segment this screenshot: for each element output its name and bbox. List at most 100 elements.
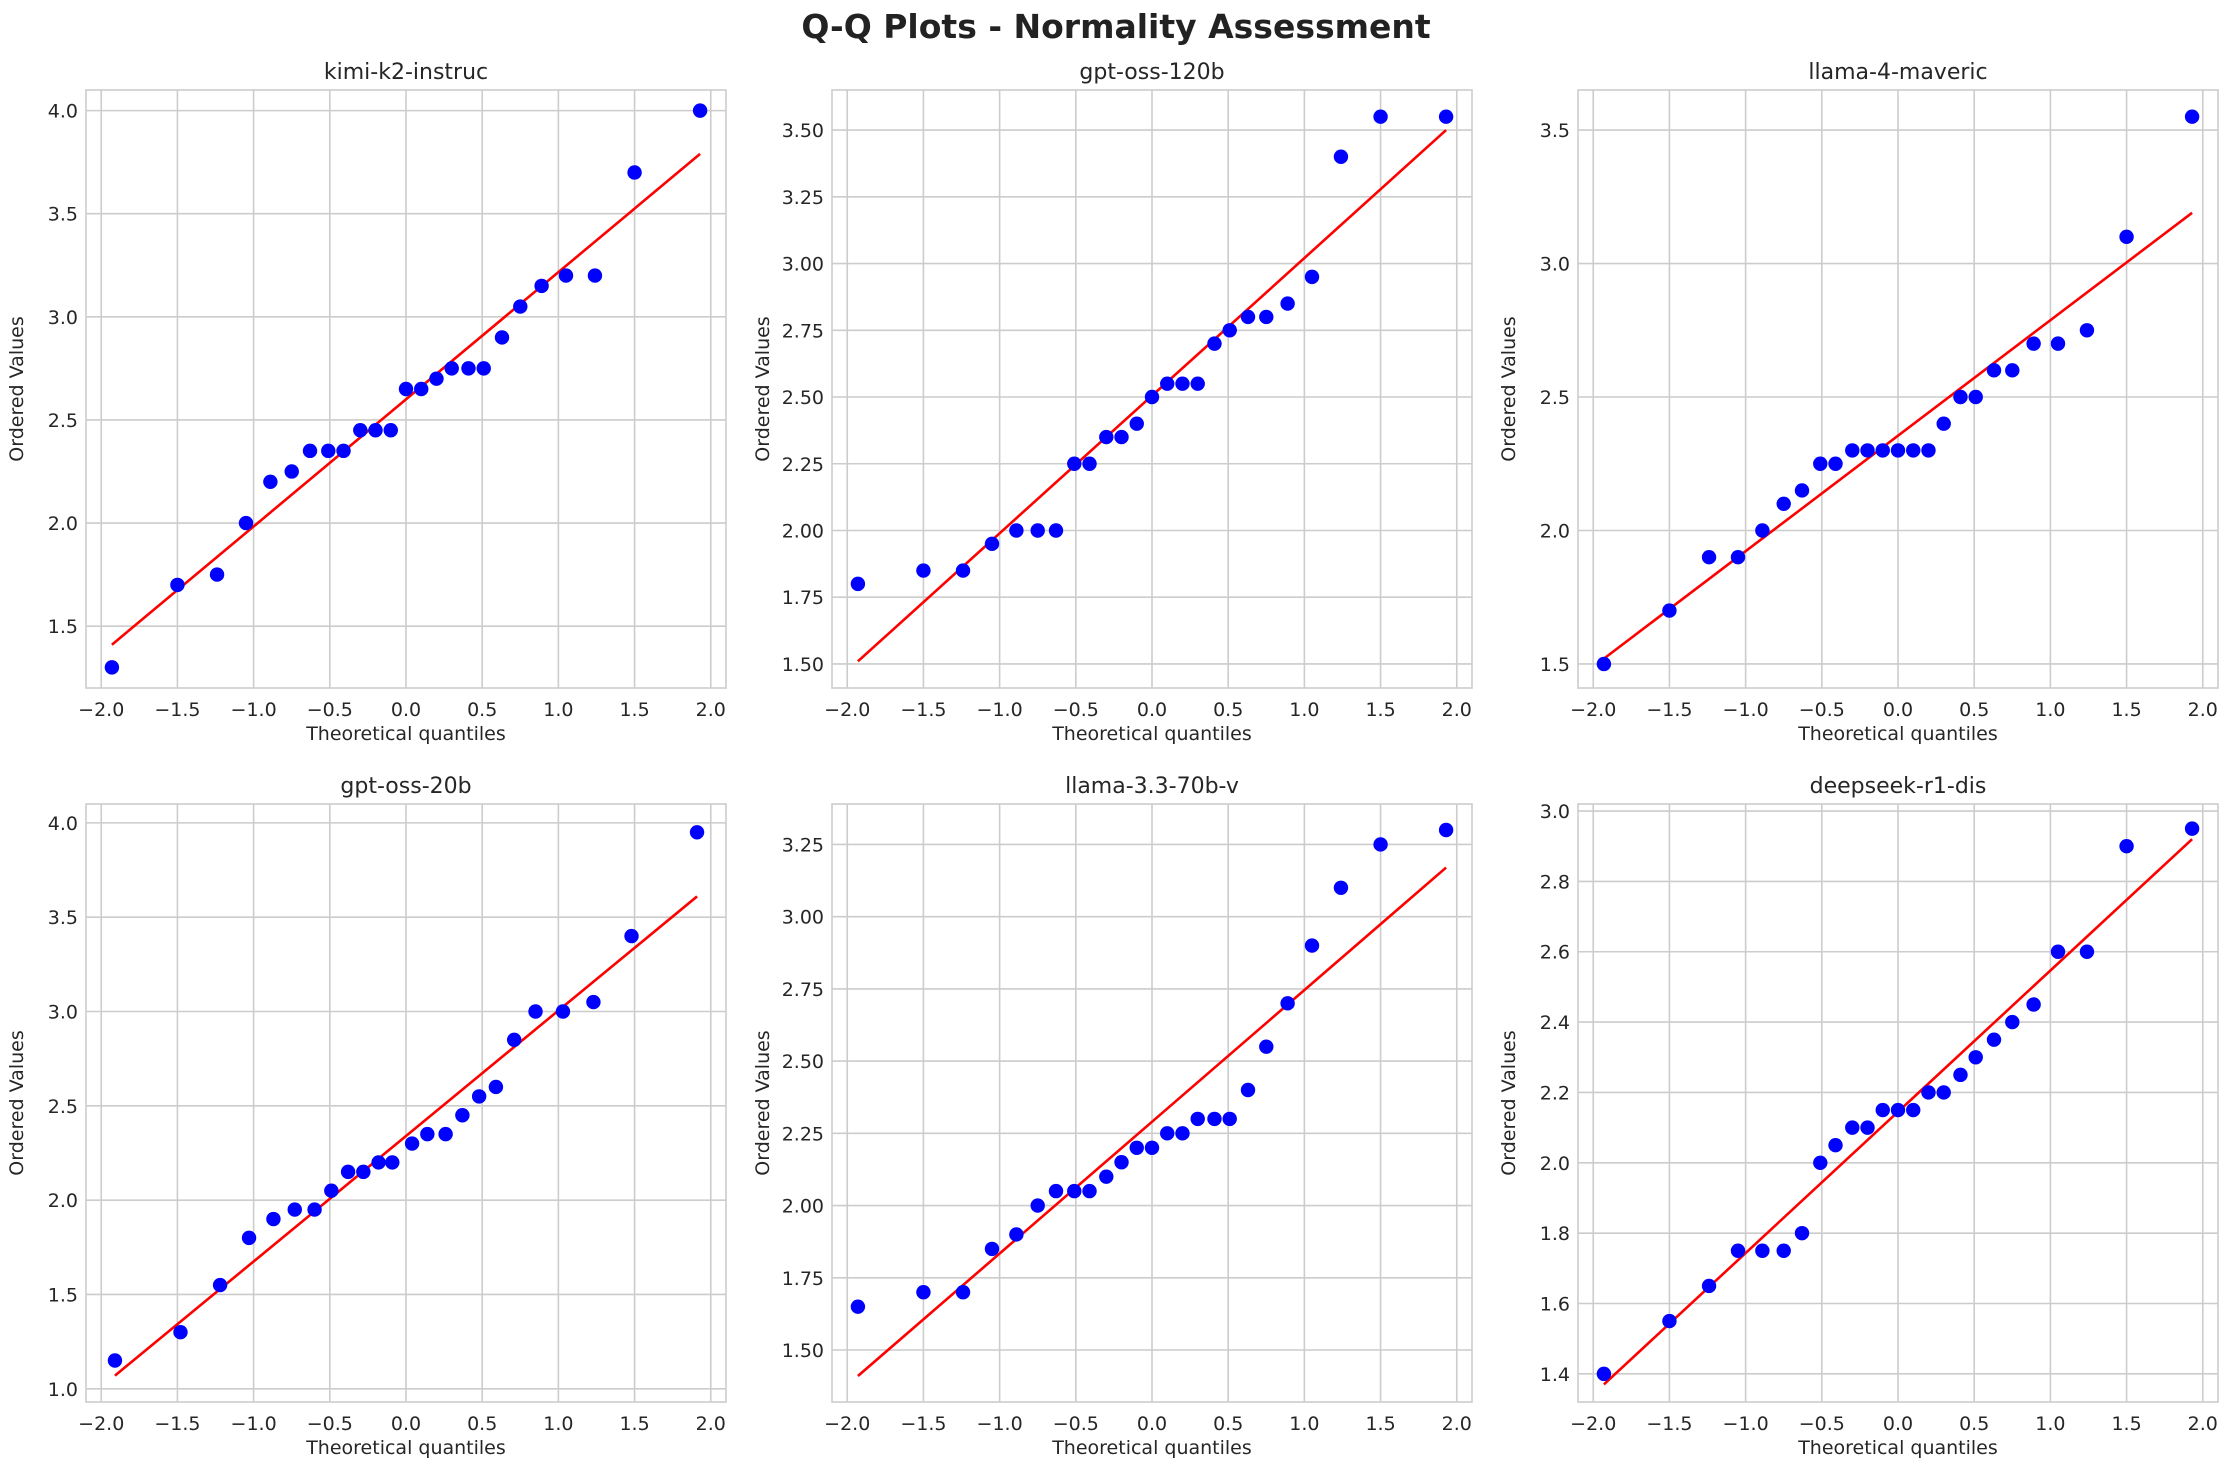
- y-tick-label: 2.00: [782, 1196, 824, 1218]
- data-point: [1222, 323, 1237, 338]
- x-tick-label: −1.5: [154, 1413, 200, 1435]
- y-tick-label: 1.5: [48, 616, 78, 638]
- data-point: [1175, 1126, 1190, 1141]
- data-point: [1794, 483, 1810, 498]
- data-point: [1114, 1155, 1129, 1170]
- data-point: [586, 994, 601, 1010]
- data-point: [404, 1136, 420, 1151]
- data-point: [2026, 997, 2041, 1012]
- data-point: [2005, 363, 2020, 378]
- data-point: [1240, 1082, 1256, 1098]
- y-tick-label: 2.75: [782, 320, 824, 342]
- data-point: [1986, 363, 2002, 378]
- x-tick-label: −0.5: [307, 699, 353, 721]
- data-point: [266, 1211, 281, 1227]
- x-tick-label: −2.0: [824, 699, 870, 721]
- data-point: [1890, 1102, 1906, 1118]
- data-point: [1875, 1102, 1890, 1118]
- data-point: [587, 268, 603, 283]
- data-point: [368, 423, 383, 438]
- x-tick-label: 1.5: [619, 1413, 649, 1435]
- data-point: [1875, 443, 1890, 458]
- fit-line: [1603, 211, 2193, 660]
- axes-frame: [85, 803, 727, 1403]
- data-point: [353, 423, 368, 438]
- y-tick-label: 3.0: [48, 1002, 78, 1024]
- y-tick-label: 1.5: [1540, 654, 1570, 676]
- data-point: [170, 577, 185, 593]
- data-point: [506, 1032, 522, 1048]
- data-point: [340, 1164, 356, 1180]
- subplot-title: kimi-k2-instruc: [324, 60, 488, 85]
- x-tick-label: −2.0: [78, 1413, 124, 1435]
- x-tick-label: 0.0: [1883, 699, 1913, 721]
- data-point: [1048, 1183, 1064, 1199]
- y-tick-label: 3.00: [782, 254, 824, 276]
- y-tick-label: 2.25: [782, 1123, 824, 1145]
- y-tick-label: 4.0: [48, 101, 78, 123]
- data-point: [624, 928, 639, 944]
- x-tick-label: 0.5: [467, 699, 497, 721]
- data-point: [494, 330, 510, 345]
- data-point: [1906, 443, 1921, 458]
- data-point: [1968, 1050, 1983, 1065]
- data-point: [1333, 880, 1349, 895]
- x-tick-label: −1.5: [1646, 1413, 1692, 1435]
- data-point: [173, 1325, 188, 1340]
- x-axis-label: Theoretical quantiles: [305, 1437, 506, 1459]
- y-tick-label: 3.5: [1540, 120, 1570, 142]
- data-point: [1190, 376, 1205, 391]
- data-point: [324, 1183, 339, 1198]
- axes-frame: [1577, 89, 2219, 689]
- y-axis-label: Ordered Values: [6, 1030, 28, 1175]
- y-tick-label: 2.0: [1540, 1153, 1570, 1175]
- data-point: [1030, 1198, 1045, 1213]
- data-point: [1794, 1225, 1810, 1241]
- data-point: [1813, 1155, 1828, 1171]
- data-point: [1730, 549, 1746, 565]
- data-point: [2184, 109, 2200, 124]
- data-point: [1438, 822, 1454, 838]
- data-point: [513, 299, 528, 314]
- data-point: [241, 1230, 257, 1246]
- data-point: [1936, 1085, 1951, 1100]
- x-tick-label: −1.0: [977, 1413, 1023, 1435]
- data-point: [534, 278, 549, 294]
- x-tick-label: 1.0: [2035, 1413, 2065, 1435]
- data-point: [1129, 1140, 1144, 1155]
- data-point: [1596, 1366, 1612, 1382]
- data-point: [1304, 938, 1320, 953]
- data-point: [321, 443, 336, 459]
- subplot-title: llama-3.3-70b-v: [1065, 774, 1239, 799]
- x-tick-label: 1.5: [1365, 699, 1395, 721]
- x-tick-label: −2.0: [824, 1413, 870, 1435]
- x-tick-label: −1.0: [231, 699, 277, 721]
- x-tick-label: −1.5: [900, 1413, 946, 1435]
- x-tick-label: 0.0: [391, 1413, 421, 1435]
- data-point: [284, 464, 299, 479]
- x-tick-label: 2.0: [696, 1413, 726, 1435]
- y-tick-label: 2.0: [48, 1190, 78, 1212]
- y-tick-label: 2.50: [782, 1051, 824, 1073]
- y-tick-label: 3.0: [1540, 801, 1570, 823]
- data-point: [1936, 416, 1951, 431]
- x-tick-label: 1.0: [1289, 1413, 1319, 1435]
- data-point: [1828, 1138, 1843, 1153]
- data-point: [1860, 443, 1875, 458]
- data-point: [1009, 523, 1024, 538]
- data-point: [1333, 149, 1349, 164]
- axes-frame: [1577, 803, 2219, 1403]
- qq-panel-2: −2.0 −1.5 −1.0 −0.5 0.0 0.5 1.0 1.5 2.0 1.50 1.75 2…: [752, 60, 1473, 745]
- data-point: [1259, 1039, 1274, 1054]
- data-point: [1776, 1243, 1791, 1258]
- qq-panel-5: −2.0 −1.5 −1.0 −0.5 0.0 0.5 1.0 1.5 2.0 1.50 1.75 2…: [752, 774, 1473, 1459]
- x-tick-label: −1.0: [977, 699, 1023, 721]
- data-point: [555, 1004, 571, 1019]
- x-tick-label: 0.0: [1883, 1413, 1913, 1435]
- data-point: [1207, 1111, 1222, 1127]
- data-point: [1701, 549, 1717, 565]
- data-point: [1114, 429, 1129, 445]
- data-point: [1860, 1120, 1875, 1135]
- y-tick-label: 3.25: [782, 834, 824, 856]
